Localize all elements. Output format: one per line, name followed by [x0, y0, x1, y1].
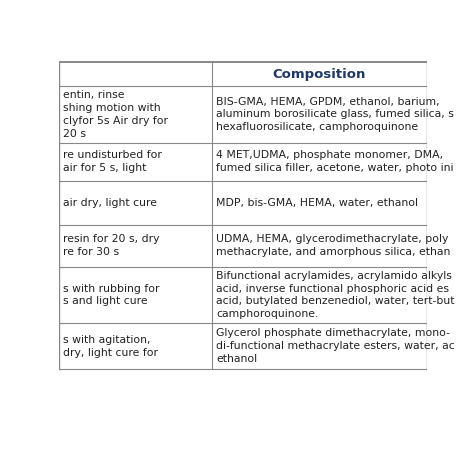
- Text: Glycerol phosphate dimethacrylate, mono-
di-functional methacrylate esters, wate: Glycerol phosphate dimethacrylate, mono-…: [216, 328, 455, 364]
- Bar: [59, 63, 427, 86]
- Text: UDMA, HEMA, glycerodimethacrylate, poly
methacrylate, and amorphous silica, etha: UDMA, HEMA, glycerodimethacrylate, poly …: [216, 234, 450, 257]
- Text: s with rubbing for
s and light cure: s with rubbing for s and light cure: [63, 283, 159, 306]
- Text: s with agitation,
dry, light cure for: s with agitation, dry, light cure for: [63, 335, 158, 357]
- Text: entin, rinse
shing motion with
clyfor 5s Air dry for
20 s: entin, rinse shing motion with clyfor 5s…: [63, 90, 168, 138]
- Text: 4 MET,UDMA, phosphate monomer, DMA,
fumed silica filler, acetone, water, photo i: 4 MET,UDMA, phosphate monomer, DMA, fume…: [216, 150, 454, 173]
- Text: Composition: Composition: [273, 68, 366, 81]
- Text: resin for 20 s, dry
re for 30 s: resin for 20 s, dry re for 30 s: [63, 234, 159, 257]
- Text: air dry, light cure: air dry, light cure: [63, 198, 157, 208]
- Text: re undisturbed for
air for 5 s, light: re undisturbed for air for 5 s, light: [63, 150, 162, 173]
- Text: Bifunctional acrylamides, acrylamido alkyls
acid, inverse functional phosphoric : Bifunctional acrylamides, acrylamido alk…: [216, 271, 455, 319]
- Text: MDP, bis-GMA, HEMA, water, ethanol: MDP, bis-GMA, HEMA, water, ethanol: [216, 198, 418, 208]
- Text: BIS-GMA, HEMA, GPDM, ethanol, barium,
aluminum borosilicate glass, fumed silica,: BIS-GMA, HEMA, GPDM, ethanol, barium, al…: [216, 97, 454, 132]
